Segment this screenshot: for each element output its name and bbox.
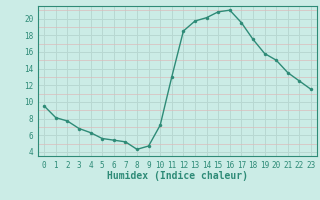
- X-axis label: Humidex (Indice chaleur): Humidex (Indice chaleur): [107, 171, 248, 181]
